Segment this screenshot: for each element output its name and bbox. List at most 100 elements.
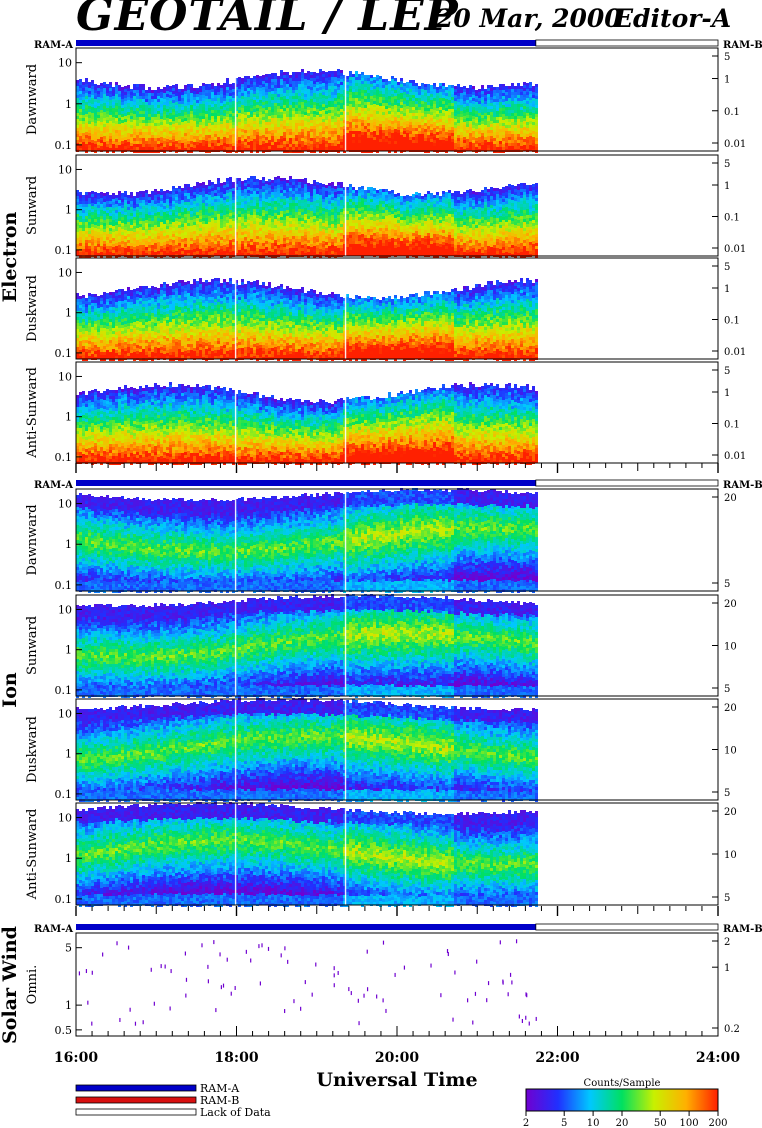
spectrogram-column (469, 85, 472, 151)
spectrogram-column (262, 395, 265, 464)
spectrogram-column (328, 71, 331, 152)
spectrogram-column (493, 285, 496, 360)
spectrogram-column (196, 501, 199, 591)
spectrogram-column (493, 710, 496, 800)
spectrogram-column (292, 72, 295, 153)
spectrogram-column (496, 602, 499, 698)
spectrogram-column (238, 285, 241, 360)
spectrogram-column (259, 598, 262, 697)
spectrogram-column (451, 814, 454, 907)
spectrogram-column (136, 84, 139, 153)
spectrogram-column (169, 191, 172, 257)
spectrogram-column (532, 86, 535, 152)
spectrogram-column (346, 76, 349, 151)
panel-frame (76, 933, 718, 1036)
spectrogram-column (340, 182, 343, 257)
panel-label: Dawnward (25, 64, 40, 135)
data-point (383, 941, 384, 945)
spectrogram-column (265, 181, 268, 256)
data-point (284, 946, 285, 950)
spectrogram-column (289, 176, 292, 257)
spectrogram-column (289, 75, 292, 153)
spectrogram-column (493, 87, 496, 153)
data-point (385, 1009, 386, 1013)
spectrogram-column (376, 598, 379, 697)
spectrogram-column (169, 500, 172, 593)
spectrogram-column (499, 601, 502, 697)
spectrogram-column (190, 805, 193, 907)
legend-swatch (76, 1109, 196, 1115)
data-gap-line (345, 155, 346, 256)
spectrogram-column (391, 76, 394, 151)
spectrogram-column (469, 707, 472, 800)
spectrogram-column (451, 85, 454, 151)
spectrogram-column (325, 595, 328, 697)
spectrogram-column (421, 815, 424, 905)
spectrogram-column (535, 391, 538, 463)
spectrogram-column (106, 84, 109, 153)
spectrogram-column (400, 488, 403, 593)
data-point (305, 980, 306, 984)
spectrogram-column (205, 385, 208, 463)
spectrogram-column (385, 491, 388, 593)
spectrogram-column (94, 497, 97, 593)
spectrogram-column (166, 804, 169, 906)
spectrogram-column (478, 601, 481, 697)
panel-label: Dawnward (25, 504, 40, 575)
spectrogram-column (358, 809, 361, 905)
spectrogram-column (88, 808, 91, 907)
spectrogram-column (511, 185, 514, 257)
spectrogram-column (307, 808, 310, 907)
spectrogram-column (370, 594, 373, 696)
spectrogram-column (94, 389, 97, 464)
spectrogram-column (136, 607, 139, 697)
x-tick-label: 20:00 (375, 1050, 419, 1066)
colorbar-tick-label: 20 (616, 1118, 629, 1128)
spectrogram-column (82, 195, 85, 258)
spectrogram-column (199, 701, 202, 800)
spectrogram-column (517, 813, 520, 906)
spectrogram-column (271, 180, 274, 258)
data-gap-line (235, 362, 236, 463)
spectrogram-column (370, 75, 373, 153)
spectrogram-column (532, 708, 535, 801)
spectrogram-column (358, 187, 361, 256)
spectrogram-column (148, 194, 151, 257)
data-point (467, 998, 468, 1002)
spectrogram-column (115, 195, 118, 258)
spectrogram-column (148, 288, 151, 360)
x-tick-label: 16:00 (54, 1050, 98, 1066)
spectrogram-column (181, 188, 184, 257)
data-point (287, 960, 288, 964)
spectrogram-column (115, 497, 118, 593)
spectrogram-column (523, 386, 526, 464)
spectrogram-column (424, 706, 427, 802)
ram-b-label: RAM-B (723, 480, 762, 491)
data-gap-line (235, 48, 236, 151)
spectrogram-column (439, 598, 442, 697)
spectrogram-column (511, 83, 514, 152)
spectrogram-column (490, 383, 493, 464)
spectrogram-column (463, 286, 466, 361)
spectrogram-column (187, 281, 190, 359)
spectrogram-column (169, 86, 172, 152)
spectrogram-column (376, 299, 379, 359)
spectrogram-column (526, 710, 529, 800)
spectrogram-column (160, 500, 163, 593)
spectrogram-column (199, 602, 202, 698)
spectrogram-column (286, 72, 289, 153)
spectrogram-column (79, 709, 82, 802)
time-axis: 16:00 18:00 20:00 22:00 24:00 (54, 1026, 740, 1066)
right-tick-label: 20 (724, 703, 737, 714)
spectrogram-column (106, 293, 109, 359)
spectrogram-column (88, 82, 91, 151)
spectrogram-column (400, 391, 403, 463)
spectrogram-column (472, 384, 475, 465)
spectrogram-column (361, 72, 364, 153)
left-tick-label: 0.1 (55, 244, 73, 257)
spectrogram-column (355, 596, 358, 698)
data-point (476, 960, 477, 964)
spectrogram-column (397, 706, 400, 802)
spectrogram-column (415, 705, 418, 801)
spectrogram-column (178, 498, 181, 591)
